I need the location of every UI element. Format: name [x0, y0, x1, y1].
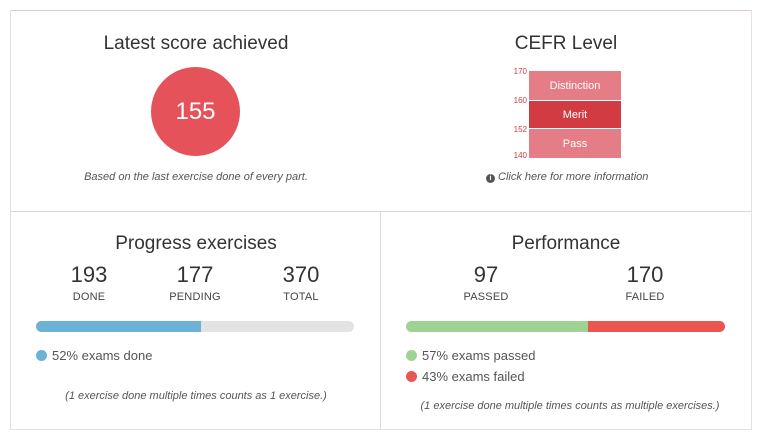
progress-done-dot — [36, 350, 47, 361]
performance-passed-value: 97 — [473, 262, 499, 287]
performance-passed-label: PASSED — [463, 291, 509, 303]
performance-bar-failed — [587, 321, 725, 332]
performance-bar-passed — [406, 321, 588, 332]
cefr-info-text: Click here for more information — [498, 171, 649, 183]
performance-legend-failed: 43% exams failed — [406, 369, 525, 384]
cefr-band-merit: Merit — [529, 100, 621, 129]
progress-done-label: DONE — [72, 291, 106, 303]
cefr-tick-140: 140 — [513, 151, 527, 160]
passed-dot — [406, 350, 417, 361]
bottom-border — [10, 429, 752, 430]
cefr-title: CEFR Level — [514, 33, 618, 54]
column-divider — [380, 212, 381, 430]
progress-legend: 52% exams done — [36, 348, 152, 363]
progress-title: Progress exercises — [115, 233, 277, 254]
top-border — [10, 10, 752, 11]
progress-total-value: 370 — [282, 262, 320, 287]
performance-note: (1 exercise done multiple times counts a… — [420, 400, 720, 412]
cefr-tick-170: 170 — [513, 67, 527, 76]
cefr-band-distinction: Distinction — [529, 71, 621, 100]
performance-legend-passed: 57% exams passed — [406, 348, 535, 363]
progress-pending-label: PENDING — [169, 291, 221, 303]
latest-score-caption: Based on the last exercise done of every… — [84, 171, 308, 183]
progress-bar-done — [36, 321, 202, 332]
progress-bar — [36, 321, 354, 332]
performance-title: Performance — [511, 233, 621, 254]
progress-note: (1 exercise done multiple times counts a… — [65, 390, 327, 402]
performance-failed-label: FAILED — [625, 291, 665, 303]
cefr-tick-160: 160 — [513, 96, 527, 105]
progress-total-label: TOTAL — [283, 291, 319, 303]
left-border — [10, 10, 11, 430]
progress-legend-text: 52% exams done — [52, 348, 153, 363]
right-border — [751, 10, 752, 430]
cefr-tick-152: 152 — [513, 125, 527, 134]
cefr-info-link[interactable]: i Click here for more information — [486, 171, 648, 183]
performance-legend-passed-text: 57% exams passed — [422, 348, 536, 363]
performance-failed-value: 170 — [626, 262, 664, 287]
progress-done-value: 193 — [70, 262, 108, 287]
progress-pending-value: 177 — [176, 262, 214, 287]
failed-dot — [406, 371, 417, 382]
performance-legend-failed-text: 43% exams failed — [422, 369, 525, 384]
info-icon: i — [486, 174, 495, 183]
performance-bar — [406, 321, 725, 332]
score-circle: 155 — [151, 67, 240, 156]
row-divider — [10, 211, 752, 212]
latest-score-title: Latest score achieved — [103, 33, 289, 54]
cefr-band-pass: Pass — [529, 129, 621, 158]
